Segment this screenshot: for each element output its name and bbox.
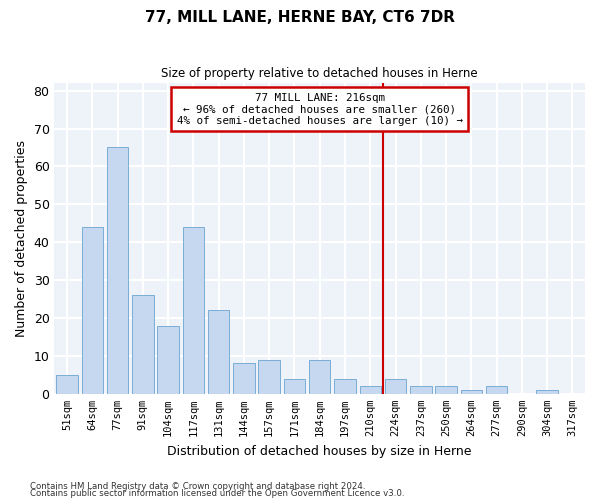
Bar (233, 364, 254, 394)
Bar (385, 378, 406, 394)
Bar (435, 386, 457, 394)
Text: 77, MILL LANE, HERNE BAY, CT6 7DR: 77, MILL LANE, HERNE BAY, CT6 7DR (145, 10, 455, 25)
Bar (284, 378, 305, 394)
Bar (82, 227, 103, 394)
Y-axis label: Number of detached properties: Number of detached properties (15, 140, 28, 337)
Text: 77 MILL LANE: 216sqm
← 96% of detached houses are smaller (260)
4% of semi-detac: 77 MILL LANE: 216sqm ← 96% of detached h… (177, 92, 463, 126)
Bar (536, 390, 558, 394)
Bar (259, 360, 280, 394)
Bar (157, 326, 179, 394)
Bar (309, 360, 331, 394)
Bar (56, 375, 78, 394)
Bar (359, 386, 381, 394)
Bar (461, 390, 482, 394)
Bar (486, 386, 508, 394)
Bar (182, 227, 204, 394)
Bar (208, 310, 229, 394)
Bar (132, 296, 154, 394)
Bar (107, 148, 128, 394)
Text: Contains HM Land Registry data © Crown copyright and database right 2024.: Contains HM Land Registry data © Crown c… (30, 482, 365, 491)
Title: Size of property relative to detached houses in Herne: Size of property relative to detached ho… (161, 68, 478, 80)
X-axis label: Distribution of detached houses by size in Herne: Distribution of detached houses by size … (167, 444, 472, 458)
Bar (410, 386, 431, 394)
Text: Contains public sector information licensed under the Open Government Licence v3: Contains public sector information licen… (30, 490, 404, 498)
Bar (334, 378, 356, 394)
